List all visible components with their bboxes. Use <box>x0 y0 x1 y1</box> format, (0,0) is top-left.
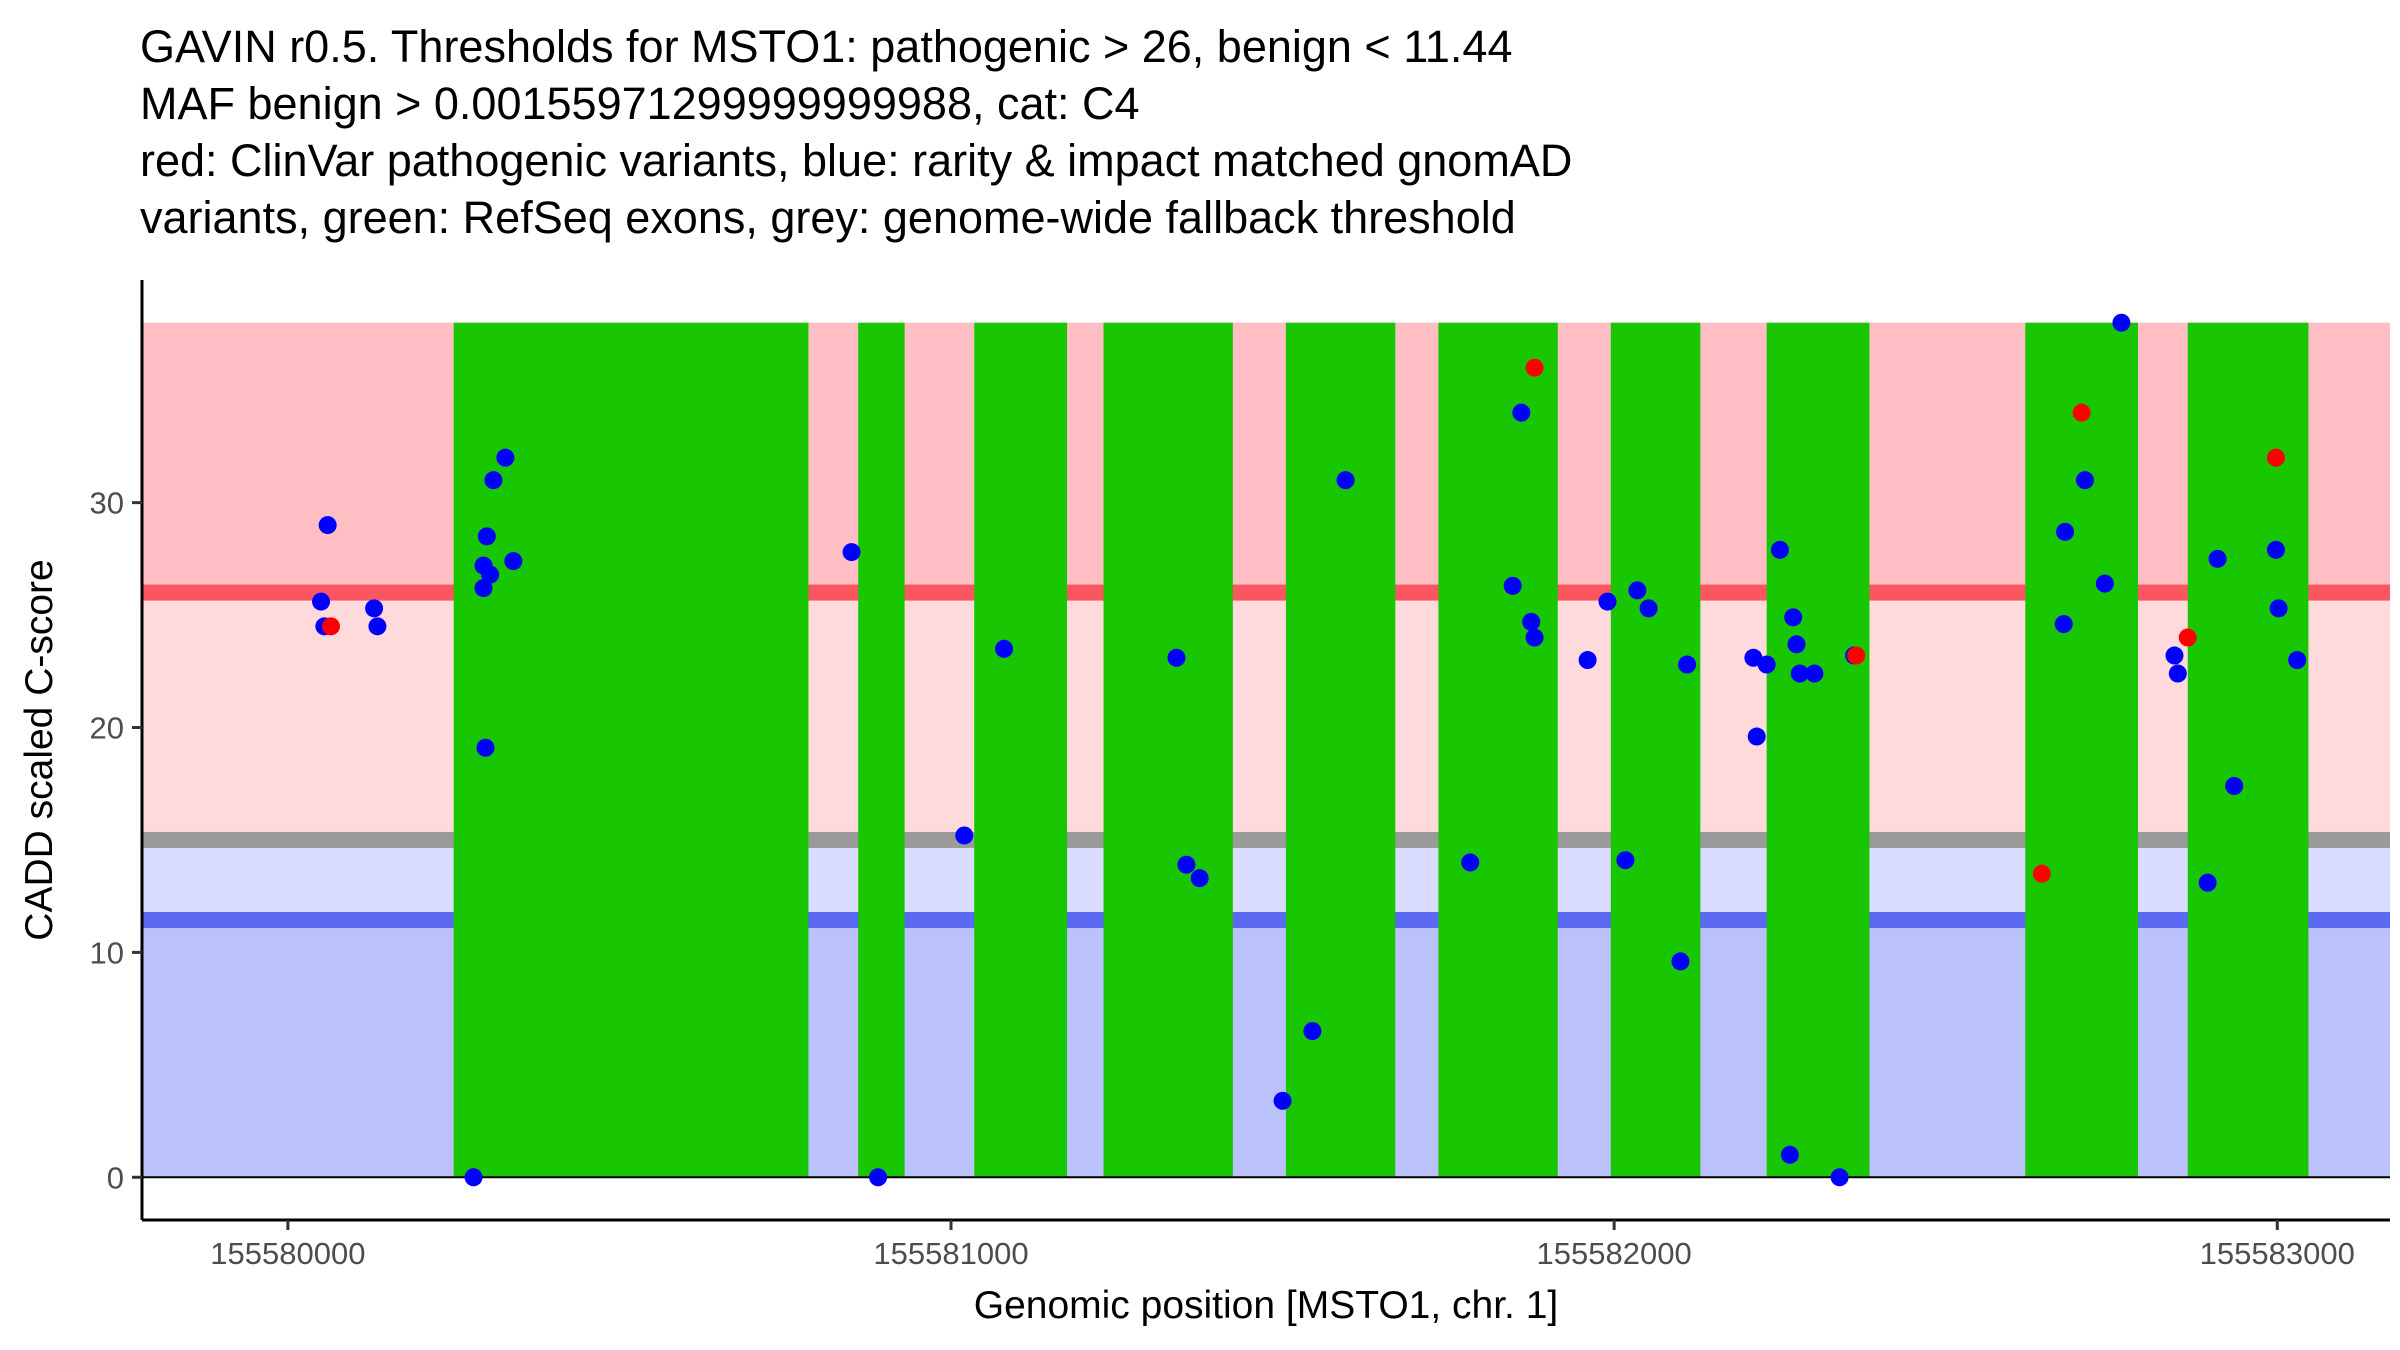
y-tick-label: 10 <box>90 935 124 970</box>
gnomad-variant-point <box>2198 873 2217 892</box>
gnomad-variant-point <box>955 826 974 845</box>
chart-title-line-2: MAF benign > 0.00155971299999999988, cat… <box>140 78 1140 129</box>
gnomad-variant-point <box>1336 471 1355 490</box>
gnomad-variant-point <box>318 516 337 535</box>
clinvar-pathogenic-point <box>321 617 340 636</box>
gnomad-variant-point <box>2112 313 2131 332</box>
gnomad-variant-point <box>2288 651 2307 670</box>
gnomad-variant-point <box>1273 1091 1292 1110</box>
gnomad-variant-point <box>1805 664 1824 683</box>
x-axis-title: Genomic position [MSTO1, chr. 1] <box>974 1284 1559 1327</box>
gnomad-variant-point <box>2165 646 2184 665</box>
exon-7 <box>1610 322 1701 1178</box>
gnomad-variant-point <box>1628 581 1647 600</box>
y-axis-title: CADD scaled C-score <box>18 559 61 940</box>
gnomad-variant-point <box>1525 628 1544 647</box>
x-tick-label: 155580000 <box>210 1236 365 1271</box>
gnomad-variant-point <box>1190 869 1209 888</box>
exon-3 <box>974 322 1068 1178</box>
gnomad-variant-point <box>2225 776 2244 795</box>
gnomad-variant-point <box>1616 851 1635 870</box>
gnomad-variant-point <box>477 527 496 546</box>
gnomad-variant-point <box>2054 615 2073 634</box>
gnomad-variant-point <box>464 1168 483 1187</box>
gnomad-variant-point <box>1303 1022 1322 1041</box>
gnomad-variant-point <box>1757 655 1776 674</box>
y-tick-label: 20 <box>90 711 124 746</box>
gnomad-variant-point <box>2075 471 2094 490</box>
gnomad-variant-point <box>1747 727 1766 746</box>
gnomad-variant-point <box>1578 651 1597 670</box>
gnomad-variant-point <box>869 1168 888 1187</box>
gnomad-variant-point <box>842 543 861 562</box>
gnomad-variant-point <box>1177 855 1196 874</box>
gnomad-variant-point <box>1512 403 1531 422</box>
clinvar-pathogenic-point <box>2032 864 2051 883</box>
clinvar-pathogenic-point <box>2178 628 2197 647</box>
exon-1 <box>453 322 809 1178</box>
gnomad-variant-point <box>2056 522 2075 541</box>
gnomad-variant-point <box>365 599 384 618</box>
gnomad-variant-point <box>474 579 493 598</box>
clinvar-pathogenic-point <box>1847 646 1866 665</box>
gnomad-variant-point <box>484 471 503 490</box>
clinvar-pathogenic-point <box>1525 358 1544 377</box>
exon-10 <box>2187 322 2309 1178</box>
gnomad-variant-point <box>2168 664 2187 683</box>
chart-title-line-4: variants, green: RefSeq exons, grey: gen… <box>140 192 1516 243</box>
exon-4 <box>1103 322 1233 1178</box>
gnomad-variant-point <box>1787 635 1806 654</box>
gnomad-variant-point <box>1790 664 1809 683</box>
y-tick-label: 0 <box>107 1160 124 1195</box>
gnomad-variant-point <box>1784 608 1803 627</box>
chart-title-line-3: red: ClinVar pathogenic variants, blue: … <box>140 135 1573 186</box>
gnomad-variant-point <box>1678 655 1697 674</box>
gnomad-variant-point <box>496 448 515 467</box>
gnomad-variant-point <box>2266 540 2285 559</box>
gnomad-variant-point <box>312 592 331 611</box>
exon-8 <box>1766 322 1870 1178</box>
gnomad-variant-point <box>1503 576 1522 595</box>
gnomad-variant-point <box>1522 612 1541 631</box>
gnomad-variant-point <box>995 639 1014 658</box>
gnomad-variant-point <box>2208 549 2227 568</box>
exon-5 <box>1285 322 1396 1178</box>
x-tick-label: 155583000 <box>2200 1236 2355 1271</box>
gnomad-variant-point <box>1461 853 1480 872</box>
x-tick-label: 155581000 <box>873 1236 1028 1271</box>
exon-6 <box>1438 322 1558 1178</box>
gnomad-variant-point <box>481 565 500 584</box>
gnomad-variant-point <box>1830 1168 1849 1187</box>
gnomad-variant-point <box>1744 648 1763 667</box>
gnomad-variant-point <box>1671 952 1690 971</box>
gnomad-variant-point <box>368 617 387 636</box>
gnomad-variant-point <box>1770 540 1789 559</box>
clinvar-pathogenic-point <box>2072 403 2091 422</box>
gnomad-variant-point <box>1639 599 1658 618</box>
chart-title-line-1: GAVIN r0.5. Thresholds for MSTO1: pathog… <box>140 21 1513 72</box>
gnomad-variant-point <box>1598 592 1617 611</box>
gnomad-variant-point <box>504 552 523 571</box>
x-tick-label: 155582000 <box>1537 1236 1692 1271</box>
clinvar-pathogenic-point <box>2266 448 2285 467</box>
gnomad-variant-point <box>2095 574 2114 593</box>
gnomad-variant-point <box>1167 648 1186 667</box>
exon-2 <box>858 322 905 1178</box>
gnomad-variant-point <box>476 738 495 757</box>
gnomad-variant-point <box>1780 1145 1799 1164</box>
y-tick-label: 30 <box>90 486 124 521</box>
exon-9 <box>2025 322 2139 1178</box>
gnomad-variant-point <box>2269 599 2288 618</box>
